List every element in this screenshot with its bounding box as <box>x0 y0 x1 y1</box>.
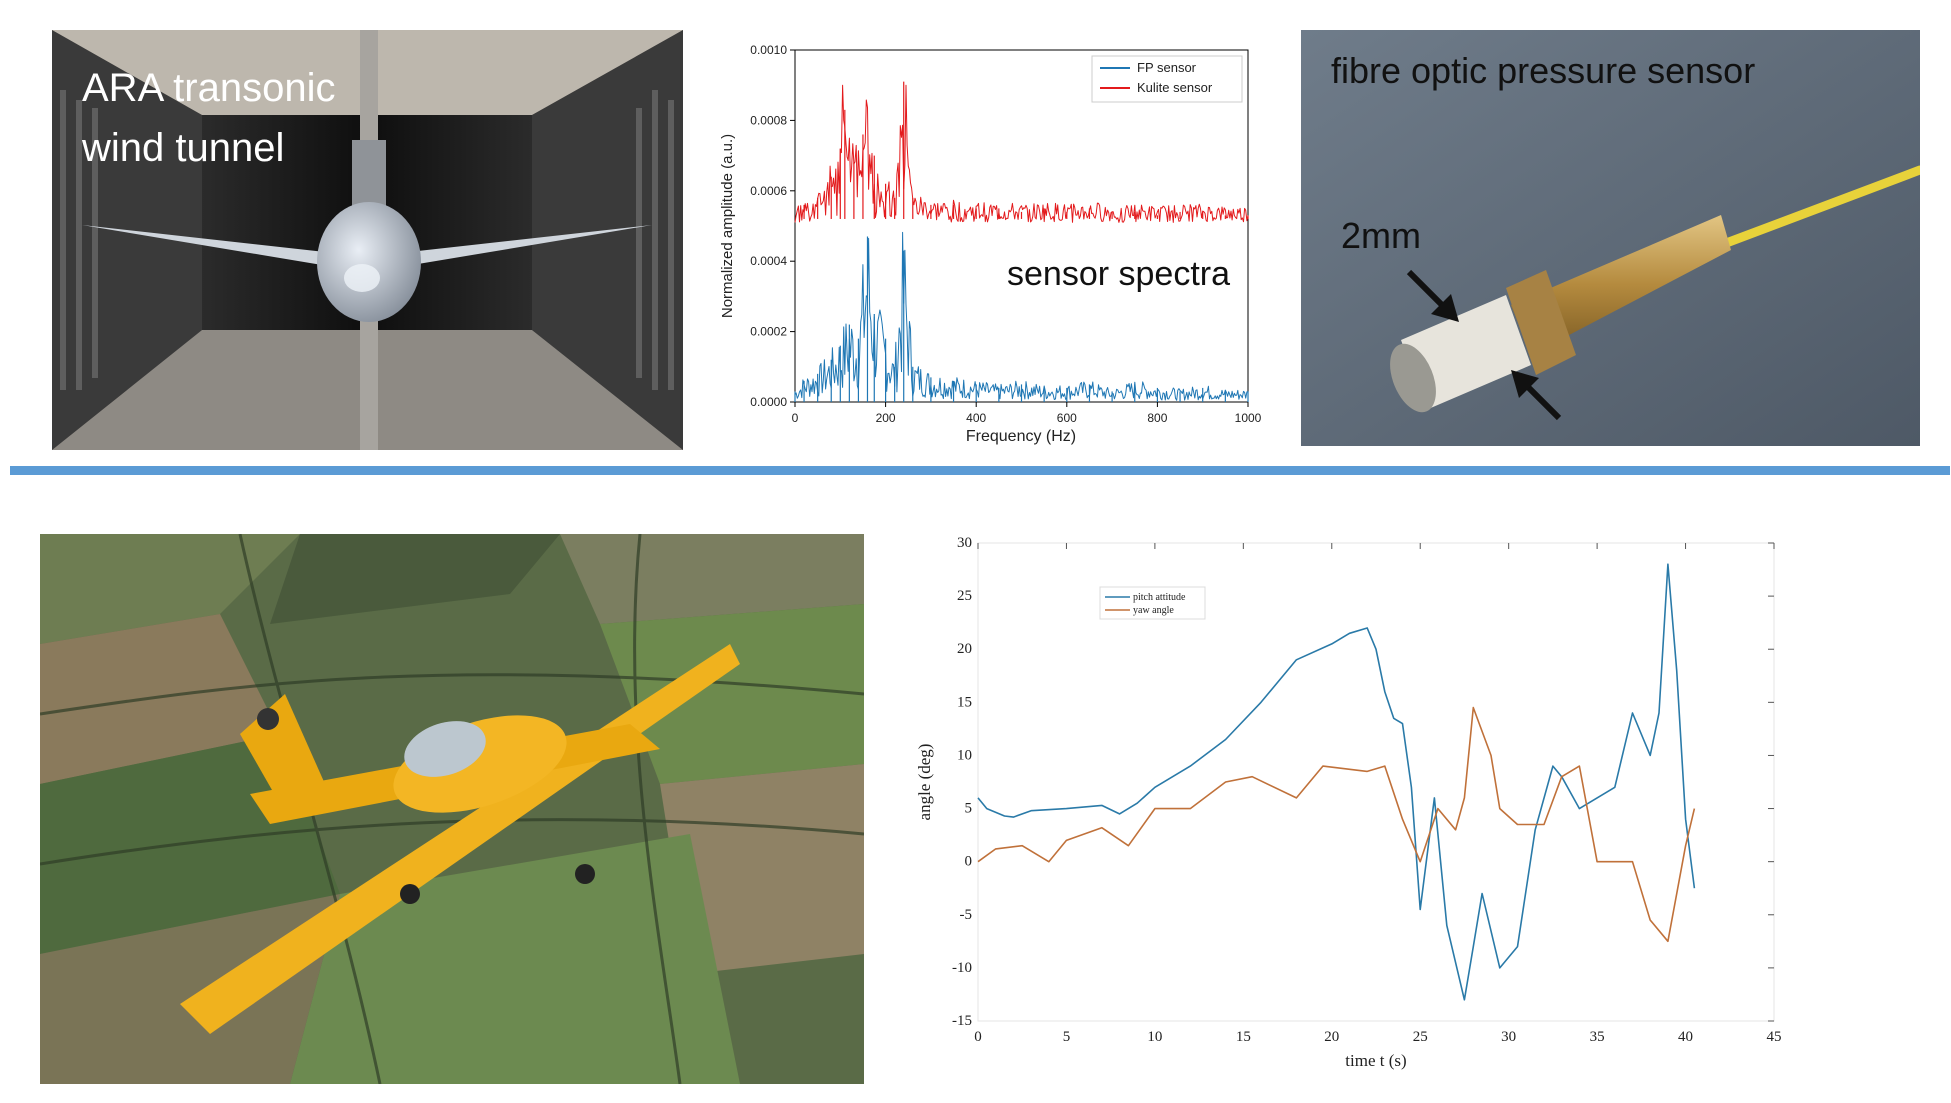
y-tick-label: 0.0004 <box>750 254 787 268</box>
x-tick-label: 40 <box>1678 1029 1693 1045</box>
angle-chart-svg: 0 5 10 15 20 25 30 35 40 45 -15 -10 -5 0 5 10 15 20 25 30 t… <box>915 535 1782 1070</box>
x-tick-label: 5 <box>1063 1029 1071 1045</box>
x-tick-label: 200 <box>876 411 896 425</box>
fp-sensor-arrows <box>1406 269 1562 421</box>
x-tick-label: 15 <box>1236 1029 1251 1045</box>
angle-ylabel: angle (deg) <box>915 744 934 821</box>
x-tick-label: 800 <box>1147 411 1167 425</box>
spectra-chart-svg: 0 200 400 600 800 1000 0.0000 0.0002 0.0004 0.000… <box>719 43 1262 445</box>
x-tick-label: 600 <box>1057 411 1077 425</box>
angle-chart: 0 5 10 15 20 25 30 35 40 45 -15 -10 -5 0 5 10 15 20 25 30 t… <box>905 530 1905 1080</box>
spectra-legend: FP sensor Kulite sensor <box>1091 55 1243 103</box>
y-tick-label: 30 <box>957 535 972 551</box>
wind-tunnel-image <box>52 30 683 450</box>
x-tick-label: 0 <box>974 1029 982 1045</box>
wind-tunnel-label: ARA transonic wind tunnel <box>82 58 335 178</box>
x-tick-label: 400 <box>966 411 986 425</box>
fp-sensor-image <box>1301 30 1920 446</box>
spectra-plot-frame <box>794 49 1249 403</box>
y-tick-label: 15 <box>957 694 972 710</box>
x-tick-label: 45 <box>1767 1029 1782 1045</box>
legend-fp-label: FP sensor <box>1137 60 1197 75</box>
y-tick-label: 5 <box>965 801 973 817</box>
y-tick-label: 10 <box>957 747 972 763</box>
y-tick-label: 0.0006 <box>750 184 787 198</box>
x-tick-label: 1000 <box>1235 411 1262 425</box>
y-tick-label: 0.0000 <box>750 395 787 409</box>
x-tick-label: 0 <box>792 411 799 425</box>
spectra-annotation: sensor spectra <box>1007 255 1230 293</box>
legend-yaw-label: yaw angle <box>1133 605 1174 616</box>
x-tick-label: 10 <box>1147 1029 1162 1045</box>
y-tick-label: -10 <box>952 960 972 976</box>
y-tick-label: 0.0010 <box>750 43 787 57</box>
y-tick-label: -5 <box>960 907 973 923</box>
legend-kulite-label: Kulite sensor <box>1137 80 1213 95</box>
aircraft-image <box>40 534 864 1084</box>
spectra-ylabel: Normalized amplitude (a.u.) <box>719 134 736 318</box>
x-tick-label: 25 <box>1413 1029 1428 1045</box>
angle-plot-frame <box>977 542 1775 1022</box>
y-tick-label: 20 <box>957 641 972 657</box>
angle-legend: pitch attitude yaw angle <box>1099 586 1206 620</box>
y-tick-label: 0 <box>965 854 973 870</box>
y-tick-label: 0.0008 <box>750 113 787 127</box>
fp-sensor-photo: fibre optic pressure sensor 2mm <box>1301 30 1920 446</box>
wind-tunnel-label-line2: wind tunnel <box>82 126 285 170</box>
series-line-1 <box>977 706 1696 943</box>
y-tick-label: -15 <box>952 1013 972 1029</box>
section-divider <box>10 466 1950 475</box>
angle-xlabel: time t (s) <box>1345 1051 1406 1070</box>
series-line-1 <box>794 84 1249 223</box>
legend-pitch-label: pitch attitude <box>1133 592 1186 603</box>
wind-tunnel-label-line1: ARA transonic <box>82 66 336 110</box>
spectra-chart: 0 200 400 600 800 1000 0.0000 0.0002 0.0004 0.000… <box>700 30 1280 460</box>
x-tick-label: 35 <box>1590 1029 1605 1045</box>
y-tick-label: 25 <box>957 588 972 604</box>
series-line-0 <box>977 563 1696 1001</box>
spectra-xlabel: Frequency (Hz) <box>966 428 1076 445</box>
fp-sensor-label: fibre optic pressure sensor <box>1331 50 1756 91</box>
x-tick-label: 30 <box>1501 1029 1516 1045</box>
aircraft-photo <box>40 534 864 1084</box>
fp-sensor-size-label: 2mm <box>1341 215 1421 256</box>
wind-tunnel-photo: ARA transonic wind tunnel <box>52 30 683 450</box>
series-line-0 <box>794 231 1249 401</box>
x-tick-label: 20 <box>1324 1029 1339 1045</box>
y-tick-label: 0.0002 <box>750 325 787 339</box>
